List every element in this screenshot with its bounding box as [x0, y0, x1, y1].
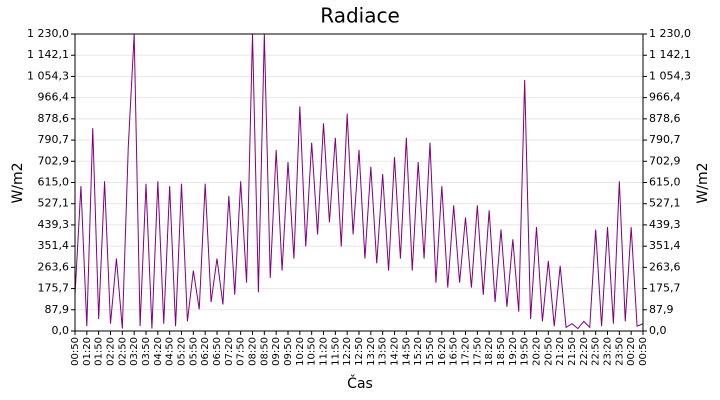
y2-tick-label: 1 142,1 [649, 48, 691, 61]
y2-tick-label: 527,1 [649, 197, 681, 210]
y2-tick-label: 0,0 [649, 324, 667, 337]
y2-tick-label: 702,9 [649, 154, 681, 167]
x-tick-label: 01:20 [82, 337, 93, 366]
x-tick-label: 08:50 [259, 337, 270, 366]
y2-tick-label: 351,4 [649, 239, 681, 252]
y-tick-label: 439,3 [38, 218, 70, 231]
chart-title: Radiace [320, 4, 400, 28]
y-axis-label: W/m2 [10, 162, 26, 203]
x-tick-label: 02:20 [106, 337, 117, 366]
y2-axis-label: W/m2 [695, 162, 711, 203]
x-tick-label: 16:20 [437, 337, 448, 366]
x-tick-label: 11:50 [330, 337, 341, 366]
x-tick-label: 23:20 [603, 337, 614, 366]
y-tick-label: 878,6 [38, 112, 70, 125]
x-tick-label: 15:20 [413, 337, 424, 366]
x-tick-label: 08:20 [248, 337, 259, 366]
x-tick-label: 00:50 [70, 337, 81, 366]
x-tick-label: 21:50 [567, 337, 578, 366]
y2-tick-label: 1 230,0 [649, 27, 691, 40]
x-tick-label: 06:50 [212, 337, 223, 366]
y2-tick-label: 439,3 [649, 218, 681, 231]
x-tick-label: 02:50 [117, 337, 128, 366]
x-tick-label: 09:50 [283, 337, 294, 366]
x-tick-label: 00:20 [626, 337, 637, 366]
y2-tick-label: 615,0 [649, 176, 681, 189]
x-tick-label: 03:20 [129, 337, 140, 366]
y2-tick-label: 87,9 [649, 303, 674, 316]
x-tick-label: 04:20 [153, 337, 164, 366]
x-tick-label: 20:50 [543, 337, 554, 366]
x-tick-label: 12:50 [354, 337, 365, 366]
x-axis-label: Čas [347, 374, 373, 392]
y2-tick-label: 175,7 [649, 282, 681, 295]
x-tick-label: 13:20 [366, 337, 377, 366]
y-tick-label: 790,7 [38, 133, 70, 146]
x-tick-label: 17:50 [472, 337, 483, 366]
x-tick-label: 00:50 [638, 337, 649, 366]
y-tick-label: 1 054,3 [27, 69, 69, 82]
y2-tick-label: 263,6 [649, 260, 681, 273]
x-tick-label: 10:50 [307, 337, 318, 366]
x-tick-label: 22:50 [591, 337, 602, 366]
x-tick-label: 11:20 [319, 337, 330, 366]
y-tick-label: 702,9 [38, 154, 70, 167]
y-tick-label: 1 230,0 [27, 27, 69, 40]
y-tick-label: 351,4 [38, 239, 70, 252]
x-tick-label: 13:50 [378, 337, 389, 366]
y2-tick-label: 790,7 [649, 133, 681, 146]
y-tick-label: 1 142,1 [27, 48, 69, 61]
x-tick-label: 18:20 [484, 337, 495, 366]
y-tick-label: 87,9 [45, 303, 70, 316]
x-tick-label: 14:50 [401, 337, 412, 366]
x-tick-label: 10:20 [295, 337, 306, 366]
x-tick-label: 05:50 [188, 337, 199, 366]
y-tick-label: 263,6 [38, 260, 70, 273]
x-tick-label: 22:20 [579, 337, 590, 366]
x-tick-label: 17:20 [461, 337, 472, 366]
x-tick-label: 07:50 [236, 337, 247, 366]
x-tick-label: 15:50 [425, 337, 436, 366]
y-tick-label: 0,0 [52, 324, 70, 337]
x-tick-label: 21:20 [555, 337, 566, 366]
x-tick-label: 14:20 [390, 337, 401, 366]
y-tick-label: 527,1 [38, 197, 70, 210]
x-tick-label: 19:20 [508, 337, 519, 366]
plot-frame [74, 33, 644, 332]
y-tick-label: 615,0 [38, 176, 70, 189]
x-tick-label: 18:50 [496, 337, 507, 366]
x-tick-label: 06:20 [200, 337, 211, 366]
y-tick-label: 175,7 [38, 282, 70, 295]
y2-tick-label: 1 054,3 [649, 69, 691, 82]
data-line [74, 33, 644, 330]
x-tick-label: 16:50 [449, 337, 460, 366]
x-tick-label: 07:20 [224, 337, 235, 366]
x-tick-label: 12:20 [342, 337, 353, 366]
x-tick-label: 23:50 [614, 337, 625, 366]
x-tick-label: 05:20 [177, 337, 188, 366]
x-tick-label: 03:50 [141, 337, 152, 366]
y2-tick-label: 878,6 [649, 112, 681, 125]
x-tick-label: 20:20 [532, 337, 543, 366]
x-tick-label: 09:20 [271, 337, 282, 366]
y2-tick-label: 966,4 [649, 91, 681, 104]
x-tick-label: 04:50 [165, 337, 176, 366]
y-tick-label: 966,4 [38, 91, 70, 104]
x-tick-label: 01:50 [94, 337, 105, 366]
x-tick-label: 19:50 [520, 337, 531, 366]
